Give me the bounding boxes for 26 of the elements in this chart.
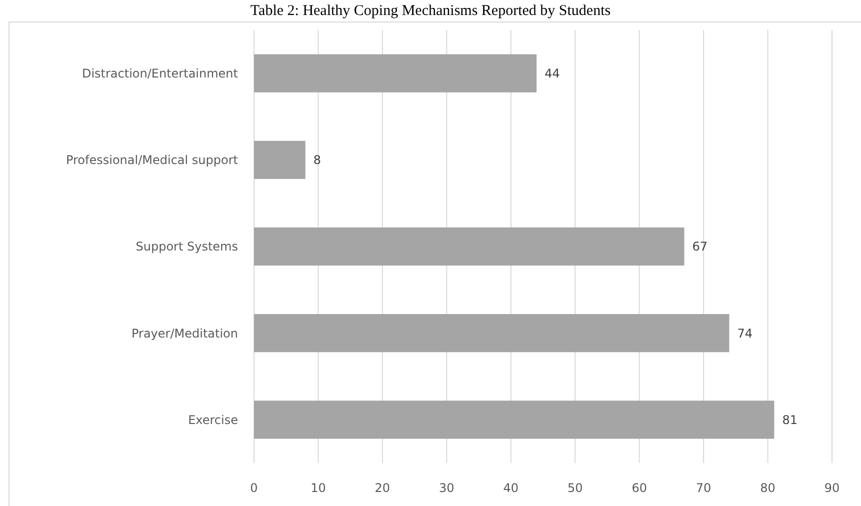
x-tick-label: 80 — [760, 481, 776, 495]
x-tick-label: 30 — [439, 481, 454, 495]
data-label: 8 — [313, 153, 322, 168]
y-tick-label: Prayer/Meditation — [131, 326, 238, 340]
x-tick-label: 40 — [503, 481, 519, 495]
x-tick-label: 70 — [696, 481, 712, 495]
bar — [254, 227, 684, 266]
x-tick-label: 90 — [824, 481, 840, 495]
data-label: 74 — [737, 326, 753, 340]
bar — [254, 400, 774, 439]
chart-title: Table 2: Healthy Coping Mechanisms Reported by Students — [250, 3, 611, 19]
x-tick-label: 10 — [310, 481, 326, 495]
y-tick-label: Exercise — [188, 412, 238, 427]
data-label: 44 — [544, 66, 560, 80]
bar — [254, 54, 537, 92]
y-tick-label: Support Systems — [136, 240, 238, 254]
data-label: 67 — [692, 240, 708, 254]
bar — [254, 314, 730, 352]
x-tick-label: 50 — [567, 481, 583, 495]
y-tick-label: Professional/Medical support — [66, 153, 238, 168]
x-tick-label: 0 — [250, 481, 258, 495]
data-label: 81 — [782, 412, 798, 427]
x-tick-label: 60 — [632, 481, 647, 495]
y-tick-label: Distraction/Entertainment — [82, 66, 238, 80]
bar — [254, 140, 306, 179]
x-tick-label: 20 — [374, 481, 390, 495]
